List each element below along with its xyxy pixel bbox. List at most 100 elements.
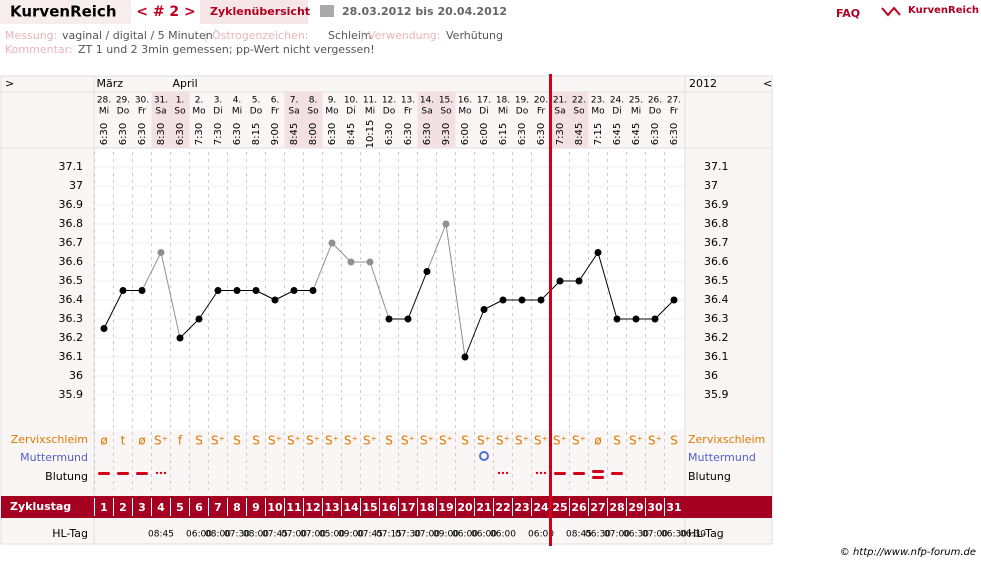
cycle-day: 24 [533, 501, 549, 514]
temp-shift: 07:00 [642, 530, 668, 540]
weekday: Mi [631, 107, 641, 117]
temperature-point [499, 296, 507, 304]
temp-shift: 09:00 [338, 530, 364, 540]
temp-shift: 06:30 [585, 530, 611, 540]
temperature-point [385, 315, 393, 323]
y-tick-label: 36.9 [704, 198, 729, 211]
temperature-point [347, 258, 355, 266]
cycle-day: 4 [157, 501, 165, 514]
bleeding-icon [592, 476, 604, 479]
temp-shift: 06:00 [186, 530, 212, 540]
y-tick-label: 36.5 [59, 274, 84, 287]
y-tick-label: 36.4 [704, 293, 729, 306]
spotting-icon [163, 471, 167, 475]
day-number: 26. [648, 96, 662, 106]
temp-shift: 06:00 [490, 530, 516, 540]
weekday: Mi [232, 107, 242, 117]
cycle-day: 16 [381, 501, 397, 514]
y-tick-label: 36.2 [59, 331, 84, 344]
day-number: 9. [328, 96, 337, 106]
temp-shift: 07:45 [262, 530, 288, 540]
temperature-point [480, 306, 488, 313]
weekday: Fr [138, 107, 147, 117]
y-tick-label: 37 [704, 179, 718, 192]
cycle-day: 15 [362, 501, 377, 514]
month: April [173, 77, 198, 90]
mucus-entry: S⁺ [154, 434, 168, 448]
cycle-day: 29 [628, 501, 643, 514]
temperature-point [195, 315, 203, 323]
temperature-point [309, 287, 317, 294]
row-label: Zyklustag [10, 500, 71, 513]
weekday: Mi [99, 107, 109, 117]
weekday: So [307, 107, 319, 117]
info-value: Verhütung [446, 29, 503, 42]
info-label: Östrogenzeichen: [212, 29, 309, 42]
cycle-day: 14 [343, 501, 359, 514]
bleeding-icon [592, 470, 604, 473]
mucus-entry: S⁺ [287, 434, 301, 448]
mucus-entry: ø [138, 434, 145, 448]
comment: ZT 1 und 2 3min gemessen; pp-Wert nicht … [78, 43, 375, 56]
temp-shift: 07:00 [414, 530, 440, 540]
mucus-entry: S⁺ [268, 434, 282, 448]
day-number: 17. [477, 96, 491, 106]
time: 6:00 [460, 123, 471, 145]
day-number: 19. [515, 96, 529, 106]
time: 6:30 [384, 123, 395, 145]
curve-segment [274, 290, 295, 301]
day-number: 11. [363, 96, 377, 106]
print-icon[interactable] [320, 5, 334, 17]
y-tick-label: 36.6 [704, 255, 729, 268]
temp-shift: 07:30 [395, 530, 421, 540]
bleeding-icon [136, 472, 148, 475]
mucus-entry: S⁺ [477, 434, 491, 448]
brand-icon [881, 6, 901, 17]
temperature-point [271, 296, 279, 304]
info-label: Kommentar: [5, 43, 73, 56]
cycle-day: 25 [552, 501, 567, 514]
cycle-day: 18 [419, 501, 434, 514]
info-label: Verwendung: [368, 29, 440, 42]
row-label: Muttermund [688, 451, 756, 464]
bleeding-icon [554, 472, 566, 475]
cycle-day: 19 [438, 501, 453, 514]
y-tick-label: 36.3 [59, 312, 84, 325]
temperature-point [575, 277, 583, 285]
temperature-point [461, 353, 469, 361]
cycle-day: 21 [476, 501, 491, 514]
mucus-entry: S⁺ [420, 434, 434, 448]
temperature-point [328, 239, 336, 247]
overview-tab[interactable]: Zyklenübersicht [210, 5, 310, 18]
temperature-point [442, 220, 450, 228]
temp-shift: 06:30 [661, 530, 687, 540]
temp-shift: 06:00 [471, 530, 497, 540]
cycle-nav[interactable]: < # 2 > [136, 4, 196, 20]
mucus-entry: S [461, 434, 469, 448]
weekday: Fr [537, 107, 546, 117]
logo-bg [0, 0, 131, 24]
nav-prev[interactable]: > [5, 77, 14, 90]
weekday: Mi [365, 107, 375, 117]
cycle-day: 10 [267, 501, 283, 514]
weekday: Do [117, 107, 130, 117]
brand: KurvenReich [908, 5, 979, 16]
weekday: Di [346, 107, 355, 117]
day-number: 7. [290, 96, 299, 106]
nav-next[interactable]: < [763, 77, 772, 90]
mucus-entry: S⁺ [325, 434, 339, 448]
time: 9:00 [270, 123, 281, 145]
cycle-day: 30 [647, 501, 663, 514]
y-tick-label: 36.8 [59, 217, 84, 230]
day-number: 30. [135, 96, 149, 106]
temperature-point [214, 287, 222, 294]
weekend-bg [550, 92, 570, 148]
time: 6:15 [498, 123, 509, 145]
temperature-point [423, 268, 431, 275]
temperature-point [556, 277, 564, 285]
faq-link[interactable]: FAQ [836, 7, 860, 20]
temp-shift: 07:00 [281, 530, 307, 540]
day-number: 27. [667, 96, 681, 106]
temperature-point [366, 258, 374, 266]
